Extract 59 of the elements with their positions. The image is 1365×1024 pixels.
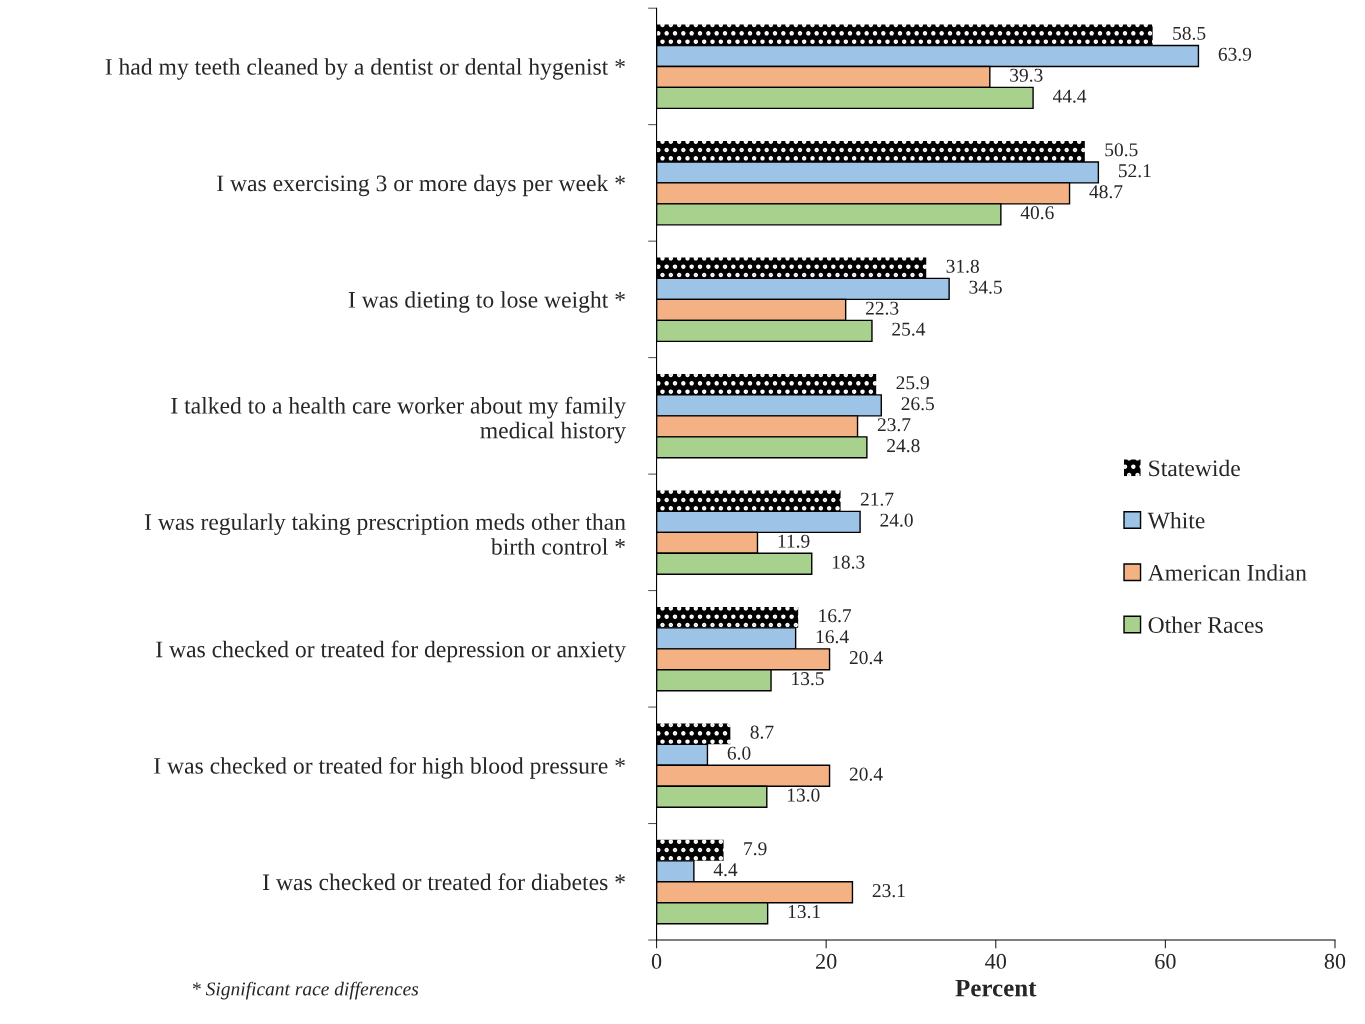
data-label: 6.0 [727,746,751,760]
text: * Significant race differences [192,981,419,1000]
data-label: 31.8 [946,259,979,273]
bar [656,24,1153,46]
legend-label: Statewide [1149,459,1240,477]
y-tick-label: I was checked or treated for high blood pressure * [154,757,625,779]
data-label: 23.1 [872,884,905,898]
data-label: 25.4 [892,322,926,336]
data-label: 26.5 [901,397,934,411]
data-label: 20.4 [849,767,883,781]
bar [656,257,927,279]
x-tick-label: 0 [651,953,662,969]
data-label: 20.4 [849,651,883,665]
data-label: 52.1 [1118,164,1151,178]
data-label: 23.7 [877,418,911,432]
data-label: 16.7 [819,609,852,623]
data-label: 50.5 [1105,143,1138,157]
data-label: 63.9 [1218,47,1252,61]
legend-label: American Indian [1147,564,1307,581]
data-label: 22.3 [865,301,899,315]
y-tick-label: I was exercising 3 or more days per week * [217,174,625,197]
data-label: 18.3 [832,555,865,569]
data-label: 25.9 [896,376,929,390]
y-tick-label: I was regularly taking prescription meds other than birth control * [144,513,626,555]
data-label: 39.3 [1010,68,1043,82]
data-label: 58.5 [1173,26,1206,40]
legend-label: White [1147,511,1205,529]
bar [656,723,731,745]
x-tick-label: 60 [1155,953,1176,969]
y-tick-label: I was dieting to lose weight * [348,291,625,313]
data-label: 44.4 [1052,89,1087,103]
data-label: 7.9 [744,842,767,856]
y-tick-label: I talked to a health care worker about my family medical history [171,396,626,444]
x-tick-label: 40 [985,953,1007,969]
x-tick-label: 80 [1324,953,1346,969]
bar [656,373,877,395]
data-label: 16.4 [816,630,849,644]
y-tick-label: I had my teeth cleaned by a dentist or dental hygenist * [105,58,625,80]
data-label: 24.0 [880,513,913,527]
data-label: 13.1 [788,905,820,919]
x-axis-title: Percent [955,979,1037,997]
y-tick-label: I was checked or treated for depression or anxiety [156,640,626,663]
bar [656,140,1085,162]
data-label: 13.0 [787,788,820,802]
y-tick-label: I was checked or treated for diabetes * [263,873,625,891]
data-label: 11.9 [778,534,810,548]
legend-label: Other Races [1148,616,1263,634]
data-label: 21.7 [860,492,894,506]
x-tick-label: 20 [816,953,837,969]
data-label: 40.6 [1020,206,1054,220]
data-label: 34.5 [969,280,1002,294]
data-label: 4.4 [713,863,738,877]
bar [656,839,724,861]
data-label: 8.7 [750,725,774,739]
bar [656,490,841,512]
bar [656,606,799,628]
data-label: 48.7 [1089,185,1123,199]
data-label: 24.8 [887,439,920,453]
data-label: 13.5 [792,672,824,686]
